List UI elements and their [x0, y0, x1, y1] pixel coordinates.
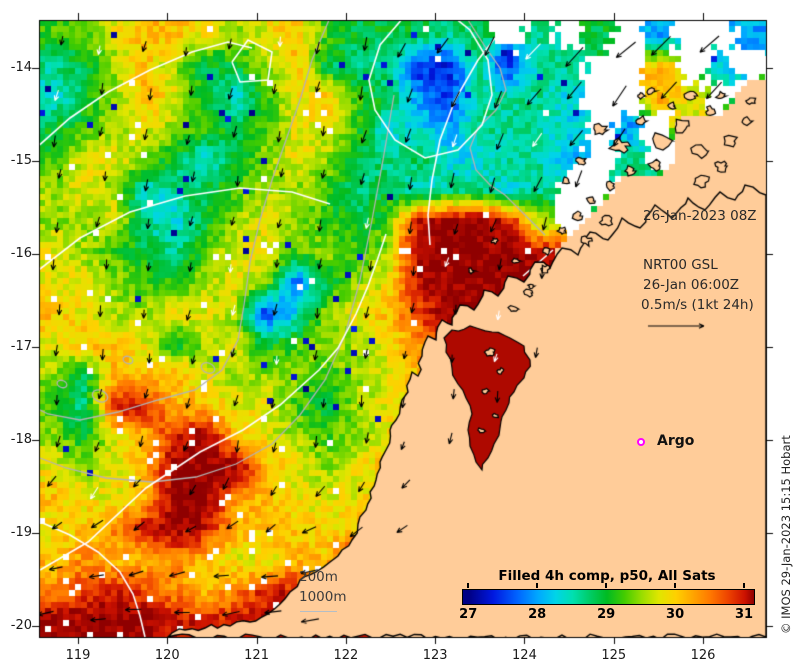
colorbar-tick-label: 30 — [666, 607, 685, 622]
colorbar-title: Filled 4h comp, p50, All Sats — [498, 568, 716, 584]
x-tick-label: 123 — [422, 648, 448, 663]
contour-label-1000m: 1000m — [299, 589, 347, 605]
argo-marker-icon — [637, 438, 645, 446]
y-tick-label: -14 — [10, 60, 32, 75]
colorbar-tick — [743, 583, 746, 588]
colorbar-gradient — [462, 589, 755, 605]
x-tick-label: 121 — [244, 648, 269, 663]
colorbar-tick-label: 29 — [597, 607, 616, 622]
y-tick-label: -15 — [10, 153, 32, 168]
y-tick-label: -20 — [10, 618, 32, 633]
x-tick-label: 120 — [154, 648, 180, 663]
colorbar-tick-label: 31 — [734, 607, 754, 622]
copyright-vertical-label: © IMOS 29-Jan-2023 15:15 Hobart — [779, 435, 793, 634]
model-time-label: 26-Jan 06:00Z — [643, 277, 740, 293]
x-tick-label: 124 — [512, 648, 537, 663]
colorbar-tick — [674, 583, 677, 588]
colorbar-tick-label: 27 — [459, 607, 478, 622]
model-name-label: NRT00 GSL — [643, 257, 718, 273]
y-tick-label: -18 — [10, 432, 32, 447]
colorbar-tick — [605, 583, 608, 588]
contour-label-200m: 200m — [299, 569, 338, 585]
contour-line-sample — [300, 611, 337, 612]
y-tick-label: -17 — [10, 339, 32, 354]
colorbar-tick — [467, 583, 470, 588]
x-tick-label: 119 — [65, 648, 91, 663]
argo-label: Argo — [657, 433, 695, 449]
colorbar-tick-label: 28 — [528, 607, 547, 622]
y-tick-label: -19 — [10, 525, 32, 540]
vector-scale-label: 0.5m/s (1kt 24h) — [641, 297, 754, 313]
y-tick-label: -16 — [10, 246, 32, 261]
obs-time-label: 26-Jan-2023 08Z — [643, 208, 757, 224]
x-tick-label: 126 — [690, 648, 716, 663]
x-tick-label: 122 — [333, 648, 359, 663]
x-tick-label: 125 — [601, 648, 627, 663]
colorbar-tick — [536, 583, 539, 588]
